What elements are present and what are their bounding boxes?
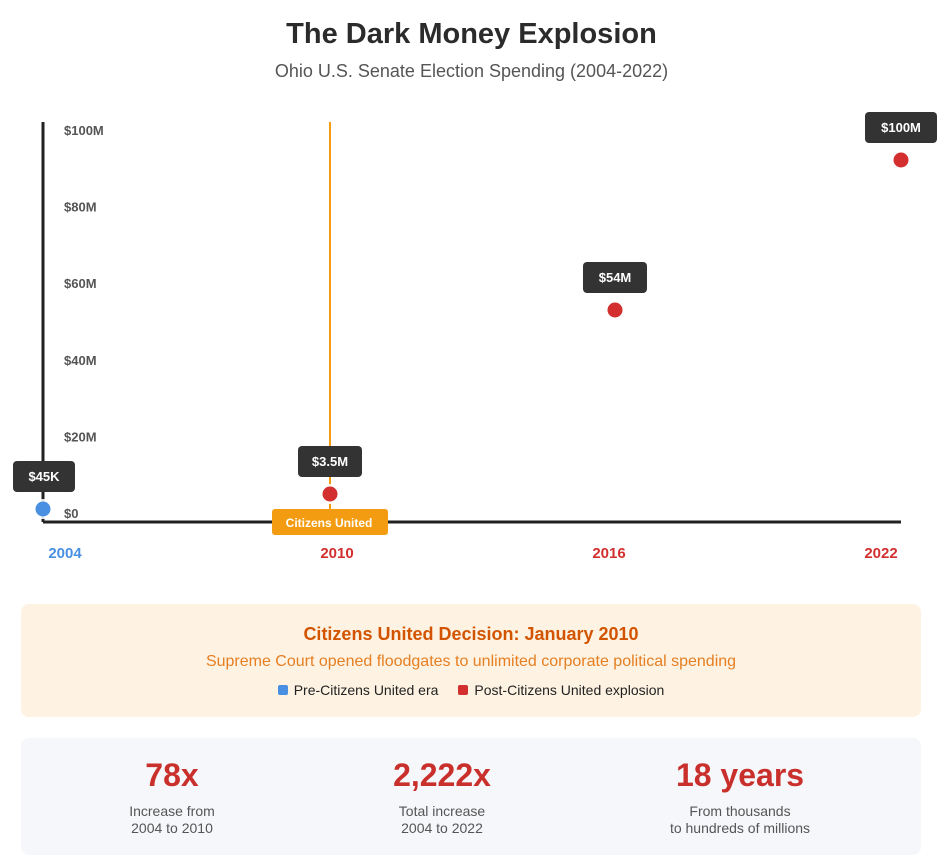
data-label: $100M	[881, 120, 921, 135]
stat-label: From thousands to hundreds of millions	[610, 803, 870, 837]
data-label-bg	[298, 446, 362, 477]
data-label: $45K	[28, 469, 60, 484]
y-tick-label: $0	[64, 506, 78, 521]
data-point	[893, 152, 909, 168]
stat-label-line1: Total increase	[398, 803, 486, 820]
data-label: $54M	[599, 270, 632, 285]
legend-item-pre: Pre-Citizens United era	[277, 682, 439, 698]
x-tick-label: 2016	[592, 545, 625, 562]
y-tick-label: $80M	[64, 200, 97, 215]
y-tick-label: $20M	[64, 429, 97, 444]
legend-swatch-post	[458, 685, 469, 695]
stats-panel: 78x Increase from 2004 to 2010 2,222x To…	[21, 738, 921, 855]
page-title: The Dark Money Explosion	[286, 18, 657, 50]
legend-label-post: Post-Citizens United explosion	[474, 682, 665, 698]
stat-value: 18 years	[675, 757, 805, 793]
info-title: Citizens United Decision: January 2010	[303, 624, 639, 644]
stat-value: 78x	[145, 757, 199, 793]
x-tick-label: 2010	[320, 545, 353, 562]
spending-chart: $0 $20M $40M $60M $80M $100M Citizens United 20…	[13, 112, 937, 562]
x-tick-label: 2022	[864, 545, 897, 562]
info-subtitle: Supreme Court opened floodgates to unlim…	[205, 653, 737, 670]
stat-label-line1: From thousands	[689, 803, 791, 820]
stat-label-line2: to hundreds of millions	[669, 820, 811, 837]
citizens-united-info-box: Citizens United Decision: January 2010 S…	[21, 604, 921, 717]
data-label-bg	[865, 112, 937, 143]
stat-label-line2: 2004 to 2022	[401, 820, 483, 837]
stat-card-18-years: 18 years From thousands to hundreds of m…	[610, 757, 870, 837]
stat-label-line1: Increase from	[129, 803, 215, 820]
data-label: $3.5M	[312, 454, 348, 469]
page-subtitle: Ohio U.S. Senate Election Spending (2004…	[274, 61, 669, 81]
y-tick-label: $60M	[64, 276, 97, 291]
legend-item-post: Post-Citizens United explosion	[458, 682, 664, 698]
event-marker-label: Citizens United	[286, 516, 373, 530]
stat-label: Total increase 2004 to 2022	[312, 803, 572, 837]
legend: Pre-Citizens United era Post-Citizens Un…	[21, 682, 921, 698]
legend-label-pre: Pre-Citizens United era	[293, 682, 439, 698]
legend-swatch-pre	[277, 685, 288, 695]
data-point	[322, 486, 338, 502]
data-label-bg	[583, 262, 647, 293]
y-tick-label: $40M	[64, 353, 97, 368]
x-tick-label: 2004	[48, 545, 82, 562]
stat-value: 2,222x	[393, 757, 491, 793]
data-point	[607, 302, 623, 318]
data-label-bg	[13, 461, 75, 492]
event-marker-badge	[272, 509, 388, 535]
data-point	[35, 501, 51, 517]
stat-card-78x: 78x Increase from 2004 to 2010	[42, 757, 302, 837]
y-tick-label: $100M	[64, 123, 104, 138]
stat-label-line2: 2004 to 2010	[131, 820, 213, 837]
stat-label: Increase from 2004 to 2010	[42, 803, 302, 837]
stat-card-2222x: 2,222x Total increase 2004 to 2022	[312, 757, 572, 837]
